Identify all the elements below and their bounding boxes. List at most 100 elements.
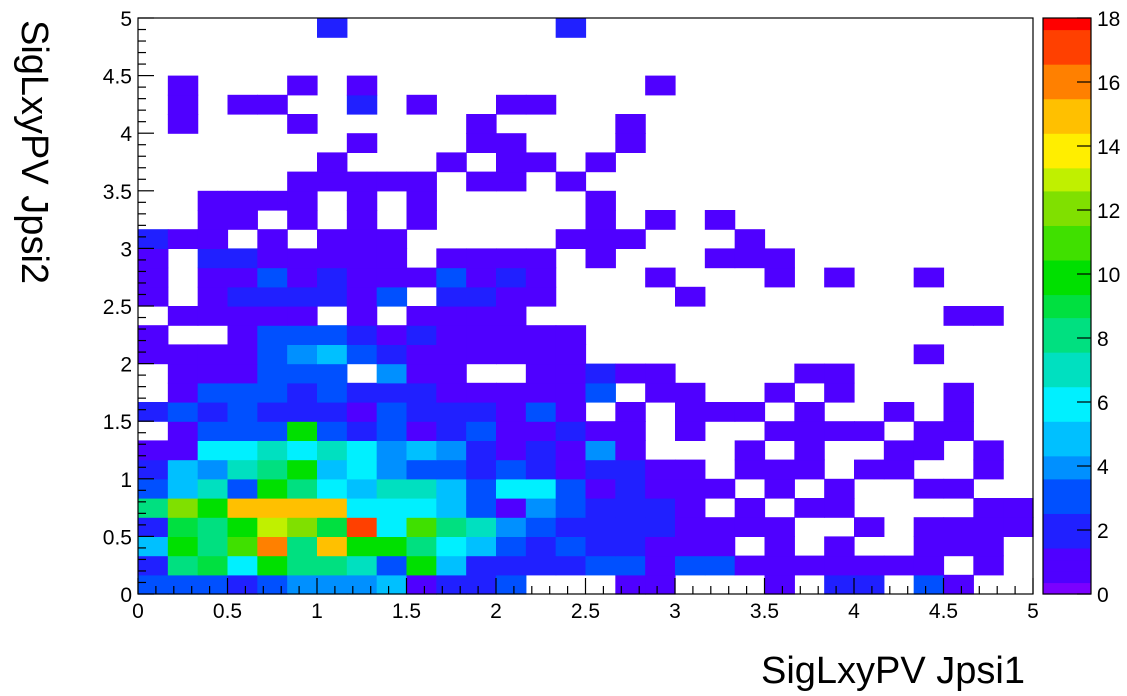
heatmap-cell <box>406 267 437 288</box>
heatmap-cell <box>257 190 288 211</box>
heatmap-cell <box>197 190 229 211</box>
heatmap-cell <box>496 478 527 499</box>
heatmap-cell <box>764 382 795 403</box>
heatmap-cell <box>466 478 497 499</box>
heatmap-cell <box>346 421 378 441</box>
heatmap-cell <box>585 382 616 403</box>
heatmap-cell <box>406 344 437 365</box>
y-tick-label: 0 <box>120 584 132 607</box>
heatmap-cell <box>496 382 527 403</box>
heatmap-cell <box>436 325 467 345</box>
heatmap-cell <box>436 555 467 576</box>
heatmap-cell <box>287 325 318 345</box>
heatmap-cell <box>615 114 646 134</box>
heatmap-cell <box>675 421 706 441</box>
colorbar-swatch <box>1043 444 1091 457</box>
heatmap-cell <box>346 478 378 499</box>
heatmap-cell <box>466 440 497 461</box>
heatmap-cell <box>346 344 378 365</box>
heatmap-cell <box>227 517 258 537</box>
heatmap-cell <box>227 306 258 326</box>
colorbar-swatch <box>1043 202 1091 215</box>
heatmap-cell <box>794 363 825 384</box>
heatmap-cell <box>496 402 527 422</box>
heatmap-cell <box>346 402 378 422</box>
y-tick-label: 3.5 <box>103 181 132 204</box>
heatmap-cell <box>287 190 318 211</box>
heatmap-cell <box>138 574 169 595</box>
heatmap-cell <box>167 498 199 518</box>
heatmap-cell <box>406 478 437 499</box>
heatmap-cell <box>257 478 288 499</box>
heatmap-cell <box>943 421 974 441</box>
heatmap-cell <box>734 555 766 576</box>
heatmap-cell <box>436 382 467 403</box>
heatmap-cell <box>138 555 169 576</box>
heatmap-cell <box>913 478 945 499</box>
colorbar-swatch <box>1043 18 1091 31</box>
colorbar-swatch <box>1043 98 1091 111</box>
colorbar-swatch <box>1043 41 1091 54</box>
heatmap-cell <box>257 421 288 441</box>
heatmap-cell <box>704 555 736 576</box>
heatmap-cell <box>138 229 169 249</box>
heatmap-cell <box>317 18 348 38</box>
heatmap-cell <box>585 152 616 173</box>
heatmap-cell <box>436 498 467 518</box>
heatmap-cell <box>466 555 497 576</box>
heatmap-cell <box>675 517 706 537</box>
heatmap-cell <box>585 536 616 557</box>
axes: 0 0.5 1 1.5 2 2.5 3 3.5 4 4.5 5 0 0.5 1 1.5 2 2.5 3 3.5 4 4.… <box>103 8 1039 623</box>
heatmap-cell <box>824 555 855 576</box>
heatmap-cell <box>645 210 676 230</box>
colorbar-frame <box>1042 17 1092 595</box>
heatmap-cell <box>287 498 318 518</box>
heatmap-cell <box>854 459 885 480</box>
heatmap-cell <box>197 229 229 249</box>
heatmap-cell <box>346 133 378 153</box>
heatmap-cell <box>346 459 378 480</box>
heatmap-cell <box>555 363 587 384</box>
colorbar-tick-label: 10 <box>1097 264 1120 287</box>
heatmap-cell <box>376 267 408 288</box>
heatmap-cell <box>346 536 378 557</box>
heatmap-cell <box>257 229 288 249</box>
heatmap-cells <box>138 18 1034 595</box>
heatmap-cell <box>943 402 974 422</box>
colorbar-swatch <box>1043 156 1091 169</box>
heatmap-cell <box>287 248 318 269</box>
y-tick-label: 5 <box>120 8 132 31</box>
heatmap-cell <box>585 478 616 499</box>
x-tick-label: 0.5 <box>213 600 242 623</box>
heatmap-cell <box>496 171 527 192</box>
colorbar-swatch <box>1043 306 1091 319</box>
heatmap-cell <box>555 536 587 557</box>
heatmap-cell <box>496 248 527 269</box>
heatmap-cell <box>227 555 258 576</box>
heatmap-cell <box>555 498 587 518</box>
heatmap-cell <box>525 94 557 115</box>
heatmap-cell <box>496 536 527 557</box>
heatmap-cell <box>406 363 437 384</box>
heatmap-cell <box>138 402 169 422</box>
heatmap-cell <box>346 190 378 211</box>
heatmap-cell <box>615 402 646 422</box>
heatmap-cell <box>525 382 557 403</box>
heatmap-cell <box>317 517 348 537</box>
heatmap-cell <box>496 440 527 461</box>
heatmap-cell <box>555 517 587 537</box>
heatmap-cell <box>167 517 199 537</box>
heatmap-cell <box>525 267 557 288</box>
heatmap-cell <box>257 248 288 269</box>
colorbar-swatch <box>1043 29 1091 42</box>
heatmap-cell <box>317 440 348 461</box>
heatmap-cell <box>466 171 497 192</box>
heatmap-cell <box>794 555 825 576</box>
heatmap-cell <box>227 478 258 499</box>
heatmap-cell <box>197 574 229 595</box>
heatmap-cell <box>496 517 527 537</box>
colorbar-swatch <box>1043 282 1091 296</box>
heatmap-cell <box>824 363 855 384</box>
heatmap-cell <box>675 402 706 422</box>
